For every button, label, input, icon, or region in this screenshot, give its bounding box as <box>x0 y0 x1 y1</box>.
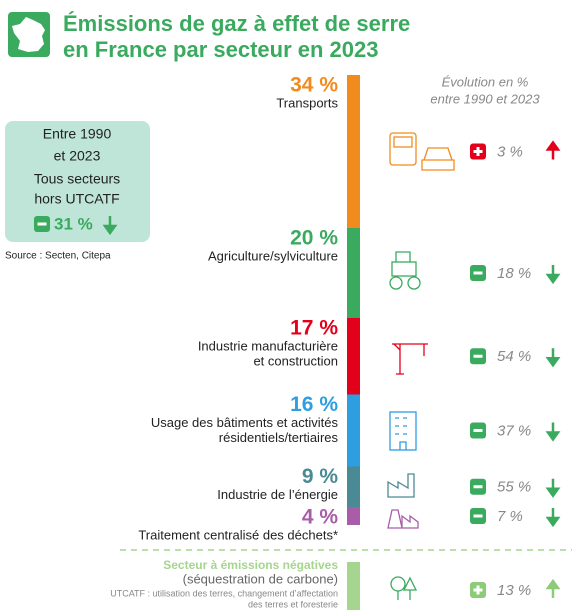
category-label: Agriculture/sylviculture <box>208 248 338 263</box>
trend-arrow <box>545 508 561 528</box>
negative-title: Secteur à émissions négatives <box>163 558 338 572</box>
sign-bar <box>473 271 483 275</box>
sign-bar <box>473 485 483 489</box>
negative-segment <box>347 562 360 610</box>
evolution-label: 13 % <box>497 582 531 599</box>
value-label: 9 % <box>302 465 339 488</box>
value-label: 20 % <box>290 227 338 250</box>
evolution-label: 18 % <box>497 265 531 282</box>
segment <box>347 466 360 507</box>
category-label: Usage des bâtiments et activités <box>151 415 339 430</box>
summary-text: Entre 1990 <box>43 126 112 142</box>
trend-arrow <box>545 140 561 160</box>
evolution-label: 55 % <box>497 479 531 496</box>
negative-note: UTCATF : utilisation des terres, changem… <box>110 588 338 598</box>
segment <box>347 75 360 228</box>
trend-arrow <box>545 422 561 442</box>
sign-bar <box>473 514 483 518</box>
evolution-title: Évolution en % <box>442 74 529 89</box>
title-line: en France par secteur en 2023 <box>63 37 379 62</box>
summary-text: hors UTCATF <box>34 191 119 207</box>
sign-bar <box>473 354 483 358</box>
summary-value: 31 % <box>54 214 93 233</box>
trend-arrow <box>545 578 561 598</box>
evolution-label: 7 % <box>497 508 523 525</box>
category-label: résidentiels/tertiaires <box>219 430 339 445</box>
negative-subtitle: (séquestration de carbone) <box>183 571 338 586</box>
trend-arrow <box>545 478 561 498</box>
evolution-label: 3 % <box>497 143 523 160</box>
trend-arrow <box>545 265 561 285</box>
title-line: Émissions de gaz à effet de serre <box>63 11 410 36</box>
trend-arrow <box>545 348 561 368</box>
sign-bar <box>476 585 480 595</box>
segment <box>347 394 360 467</box>
segment <box>347 318 360 395</box>
value-label: 34 % <box>290 74 338 97</box>
category-label: Industrie de l’énergie <box>217 487 338 502</box>
evolution-title: entre 1990 et 2023 <box>430 91 540 106</box>
value-label: 16 % <box>290 393 338 416</box>
trend-arrow <box>102 216 118 236</box>
category-label: Transports <box>276 95 338 110</box>
segment <box>347 507 360 525</box>
summary-text: Tous secteurs <box>34 171 120 187</box>
france-shape <box>12 17 45 52</box>
segment <box>347 228 360 318</box>
source: Source : Secten, Citepa <box>5 251 111 262</box>
sign-bar <box>37 222 47 226</box>
category-label: Traitement centralisé des déchets* <box>138 527 338 542</box>
negative-note: des terres et foresterie <box>248 599 338 609</box>
summary-box <box>5 121 150 242</box>
sign-bar <box>476 147 480 156</box>
value-label: 4 % <box>302 506 339 529</box>
category-label: et construction <box>253 353 338 368</box>
evolution-label: 37 % <box>497 422 531 439</box>
sign-bar <box>473 429 483 432</box>
value-label: 17 % <box>290 317 338 340</box>
evolution-label: 54 % <box>497 348 531 365</box>
icons <box>387 132 455 600</box>
category-label: Industrie manufacturière <box>198 338 338 353</box>
summary-text: et 2023 <box>54 148 101 164</box>
